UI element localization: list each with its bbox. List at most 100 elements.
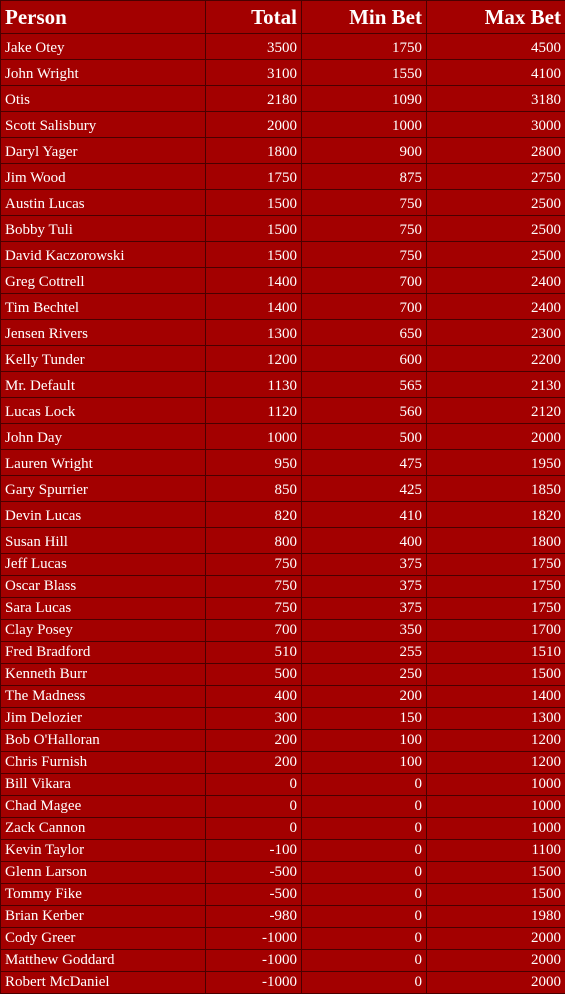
cell-max-bet: 1500: [426, 663, 565, 686]
cell-person: Otis: [0, 85, 206, 112]
cell-total: 300: [205, 707, 302, 730]
table-row: The Madness 400 200 1400: [0, 685, 565, 708]
table-row: Jeff Lucas 750 375 1750: [0, 553, 565, 576]
cell-person: Bob O'Halloran: [0, 729, 206, 752]
cell-total: -100: [205, 839, 302, 862]
cell-total: 2180: [205, 85, 302, 112]
cell-max-bet: 1000: [426, 773, 565, 796]
cell-max-bet: 1400: [426, 685, 565, 708]
cell-person: Brian Kerber: [0, 905, 206, 928]
table-row: Kelly Tunder 1200 600 2200: [0, 345, 565, 372]
table-row: John Day 1000 500 2000: [0, 423, 565, 450]
cell-total: 820: [205, 501, 302, 528]
cell-min-bet: 750: [301, 241, 427, 268]
cell-min-bet: 150: [301, 707, 427, 730]
table-row: Jensen Rivers 1300 650 2300: [0, 319, 565, 346]
cell-person: Kelly Tunder: [0, 345, 206, 372]
cell-min-bet: 250: [301, 663, 427, 686]
cell-total: 1400: [205, 267, 302, 294]
cell-person: Greg Cottrell: [0, 267, 206, 294]
column-header-person: Person: [0, 0, 206, 34]
column-header-total: Total: [205, 0, 302, 34]
cell-max-bet: 1980: [426, 905, 565, 928]
table-row: Mr. Default 1130 565 2130: [0, 371, 565, 398]
cell-max-bet: 1510: [426, 641, 565, 664]
table-row: Matthew Goddard -1000 0 2000: [0, 949, 565, 972]
cell-min-bet: 400: [301, 527, 427, 554]
cell-total: 1500: [205, 189, 302, 216]
cell-total: 0: [205, 773, 302, 796]
cell-max-bet: 2300: [426, 319, 565, 346]
cell-max-bet: 1100: [426, 839, 565, 862]
cell-person: Bobby Tuli: [0, 215, 206, 242]
cell-min-bet: 0: [301, 905, 427, 928]
cell-total: 750: [205, 575, 302, 598]
cell-max-bet: 1820: [426, 501, 565, 528]
cell-max-bet: 2400: [426, 267, 565, 294]
cell-person: Tim Bechtel: [0, 293, 206, 320]
cell-max-bet: 2130: [426, 371, 565, 398]
cell-person: Robert McDaniel: [0, 971, 206, 994]
cell-min-bet: 900: [301, 137, 427, 164]
cell-person: Jim Wood: [0, 163, 206, 190]
cell-person: Kevin Taylor: [0, 839, 206, 862]
cell-min-bet: 425: [301, 475, 427, 502]
cell-total: 200: [205, 751, 302, 774]
cell-max-bet: 1000: [426, 817, 565, 840]
cell-max-bet: 2500: [426, 215, 565, 242]
cell-min-bet: 0: [301, 795, 427, 818]
table-row: Jake Otey 3500 1750 4500: [0, 33, 565, 60]
table-row: Jim Delozier 300 150 1300: [0, 707, 565, 730]
table-row: Cody Greer -1000 0 2000: [0, 927, 565, 950]
table-row: Clay Posey 700 350 1700: [0, 619, 565, 642]
cell-person: Sara Lucas: [0, 597, 206, 620]
table-body: Jake Otey 3500 1750 4500 John Wright 3100 1550…: [0, 33, 565, 994]
table-row: Kenneth Burr 500 250 1500: [0, 663, 565, 686]
cell-max-bet: 1950: [426, 449, 565, 476]
table-row: Bill Vikara 0 0 1000: [0, 773, 565, 796]
cell-person: Devin Lucas: [0, 501, 206, 528]
table-row: Chris Furnish 200 100 1200: [0, 751, 565, 774]
cell-min-bet: 500: [301, 423, 427, 450]
cell-person: Chris Furnish: [0, 751, 206, 774]
table-row: Greg Cottrell 1400 700 2400: [0, 267, 565, 294]
table-row: Otis 2180 1090 3180: [0, 85, 565, 112]
table-row: Kevin Taylor -100 0 1100: [0, 839, 565, 862]
column-header-min-bet: Min Bet: [301, 0, 427, 34]
cell-total: 1500: [205, 241, 302, 268]
table-row: Gary Spurrier 850 425 1850: [0, 475, 565, 502]
cell-min-bet: 750: [301, 189, 427, 216]
cell-max-bet: 1300: [426, 707, 565, 730]
cell-max-bet: 2400: [426, 293, 565, 320]
cell-total: 510: [205, 641, 302, 664]
cell-max-bet: 1200: [426, 751, 565, 774]
table-row: Tim Bechtel 1400 700 2400: [0, 293, 565, 320]
cell-min-bet: 0: [301, 839, 427, 862]
cell-max-bet: 2120: [426, 397, 565, 424]
cell-total: 400: [205, 685, 302, 708]
cell-max-bet: 2000: [426, 927, 565, 950]
cell-total: 1500: [205, 215, 302, 242]
table-row: Bobby Tuli 1500 750 2500: [0, 215, 565, 242]
cell-total: 2000: [205, 111, 302, 138]
cell-total: 950: [205, 449, 302, 476]
cell-total: -500: [205, 883, 302, 906]
cell-person: Gary Spurrier: [0, 475, 206, 502]
column-header-max-bet: Max Bet: [426, 0, 565, 34]
cell-total: 1000: [205, 423, 302, 450]
cell-person: Fred Bradford: [0, 641, 206, 664]
table-row: Bob O'Halloran 200 100 1200: [0, 729, 565, 752]
cell-max-bet: 2500: [426, 189, 565, 216]
table-row: Chad Magee 0 0 1000: [0, 795, 565, 818]
cell-min-bet: 875: [301, 163, 427, 190]
table-row: Susan Hill 800 400 1800: [0, 527, 565, 554]
cell-total: 850: [205, 475, 302, 502]
cell-person: Zack Cannon: [0, 817, 206, 840]
cell-min-bet: 475: [301, 449, 427, 476]
cell-person: Lucas Lock: [0, 397, 206, 424]
cell-total: 500: [205, 663, 302, 686]
cell-person: Glenn Larson: [0, 861, 206, 884]
table-row: Lucas Lock 1120 560 2120: [0, 397, 565, 424]
cell-min-bet: 0: [301, 817, 427, 840]
